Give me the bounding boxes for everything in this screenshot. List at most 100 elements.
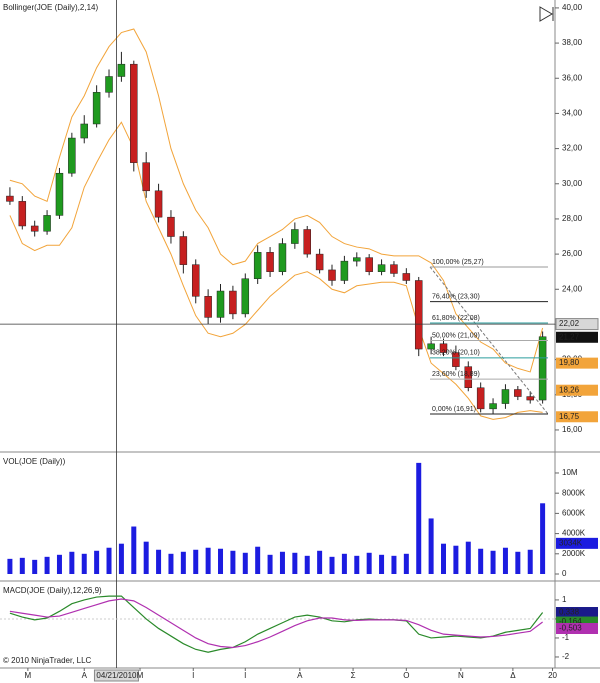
y-tick-label: 38,00 xyxy=(562,38,583,47)
volume-bar xyxy=(69,551,75,574)
y-tick-label: 16,00 xyxy=(562,425,583,434)
x-tick-label: A xyxy=(297,671,303,680)
volume-bar xyxy=(478,548,484,574)
volume-bar xyxy=(205,547,211,574)
volume-bar xyxy=(354,555,360,574)
volume-bar xyxy=(391,555,397,574)
candle-body xyxy=(427,343,435,350)
volume-bar xyxy=(453,545,459,574)
candle-body xyxy=(340,260,349,281)
value-tag xyxy=(556,623,598,635)
volume-bar xyxy=(106,547,112,574)
x-tick-label: N xyxy=(458,671,464,680)
x-tick-label: M xyxy=(25,671,32,680)
value-tag-label: 21,27 xyxy=(559,332,580,341)
candle-body xyxy=(229,290,237,315)
value-tag-label: 19,80 xyxy=(559,358,580,367)
value-tag xyxy=(556,331,598,343)
volume-bar xyxy=(94,550,100,574)
volume-bar xyxy=(527,549,533,574)
value-tag xyxy=(556,411,598,423)
y-tick-label: 6000K xyxy=(562,508,586,517)
candle-body xyxy=(18,201,27,227)
macd-line xyxy=(9,595,544,653)
y-tick-label: 8000K xyxy=(562,488,586,497)
volume-bar xyxy=(502,547,508,574)
candle-body xyxy=(105,76,113,93)
candle-body xyxy=(80,123,88,139)
y-tick-label: 40,00 xyxy=(562,3,583,12)
candle-body xyxy=(526,396,534,401)
candle-body xyxy=(328,269,336,281)
volume-bar xyxy=(267,554,273,574)
value-tag xyxy=(556,607,598,619)
y-tick-label: -2 xyxy=(562,652,570,661)
y-tick-label: -1 xyxy=(562,633,570,642)
volume-bar xyxy=(441,543,447,574)
y-tick-label: 28,00 xyxy=(562,214,583,223)
crosshair-price: 22,02 xyxy=(559,319,580,328)
panel-title: Bollinger(JOE (Daily),2,14) xyxy=(3,3,98,12)
y-tick-label: 34,00 xyxy=(562,109,583,118)
y-tick-label: 32,00 xyxy=(562,144,583,153)
volume-bar xyxy=(279,551,285,574)
volume-bar xyxy=(366,552,372,574)
value-tag xyxy=(556,537,598,549)
candle-body xyxy=(191,264,200,297)
candle-body xyxy=(464,366,473,388)
x-tick-label: M xyxy=(137,671,144,680)
y-tick-label: 30,00 xyxy=(562,179,583,188)
candle-body xyxy=(514,389,522,397)
volume-bar xyxy=(515,551,521,574)
candle-body xyxy=(130,63,138,163)
candle-body xyxy=(6,195,14,202)
y-tick-label: 4000K xyxy=(562,529,586,538)
candle-body xyxy=(204,296,212,318)
volume-bar xyxy=(131,526,137,574)
volume-bar xyxy=(540,503,546,574)
volume-bar xyxy=(428,518,434,574)
volume-bar xyxy=(379,554,385,574)
candle-body xyxy=(216,290,225,318)
x-tick-label: A xyxy=(82,671,88,680)
x-tick-label: Ι xyxy=(244,671,246,680)
fib-label: 23,60% (18,89) xyxy=(432,371,480,378)
volume-bar xyxy=(56,554,62,574)
candle-body xyxy=(43,215,51,232)
candle-body xyxy=(501,389,510,404)
volume-bar xyxy=(465,541,471,574)
value-tag xyxy=(556,616,598,628)
x-tick-label: Σ xyxy=(351,671,356,680)
volume-bar xyxy=(168,553,174,574)
volume-bar xyxy=(292,552,298,574)
value-tag-label: 3034K xyxy=(559,538,583,547)
volume-bar xyxy=(7,558,13,574)
y-tick-label: 2000K xyxy=(562,549,586,558)
candle-body xyxy=(154,190,163,218)
x-tick-label: O xyxy=(403,671,409,680)
play-icon[interactable] xyxy=(539,6,553,22)
toolbar-icon[interactable] xyxy=(539,6,554,22)
volume-bar xyxy=(44,556,50,574)
x-tick-label: 20 xyxy=(548,671,557,680)
value-tag-label: 0,338 xyxy=(559,608,580,617)
fib-label: 61,80% (22,08) xyxy=(432,315,480,322)
value-tag-label: -0,164 xyxy=(559,617,582,626)
fib-label: 38,20% (20,10) xyxy=(432,350,480,357)
value-tag-label: -0,503 xyxy=(559,624,582,633)
candle-body xyxy=(167,216,175,237)
candle-body xyxy=(253,252,262,279)
candle-body xyxy=(489,403,497,410)
value-tag xyxy=(556,357,598,369)
crosshair-tag xyxy=(555,318,599,331)
volume-bar xyxy=(19,557,25,574)
candle-body xyxy=(315,253,324,271)
candle-body xyxy=(291,229,299,244)
candle-body xyxy=(92,92,101,125)
volume-bar xyxy=(118,543,124,574)
x-tick-label: Ι xyxy=(192,671,194,680)
candle-body xyxy=(377,264,386,272)
volume-bar xyxy=(341,553,347,574)
